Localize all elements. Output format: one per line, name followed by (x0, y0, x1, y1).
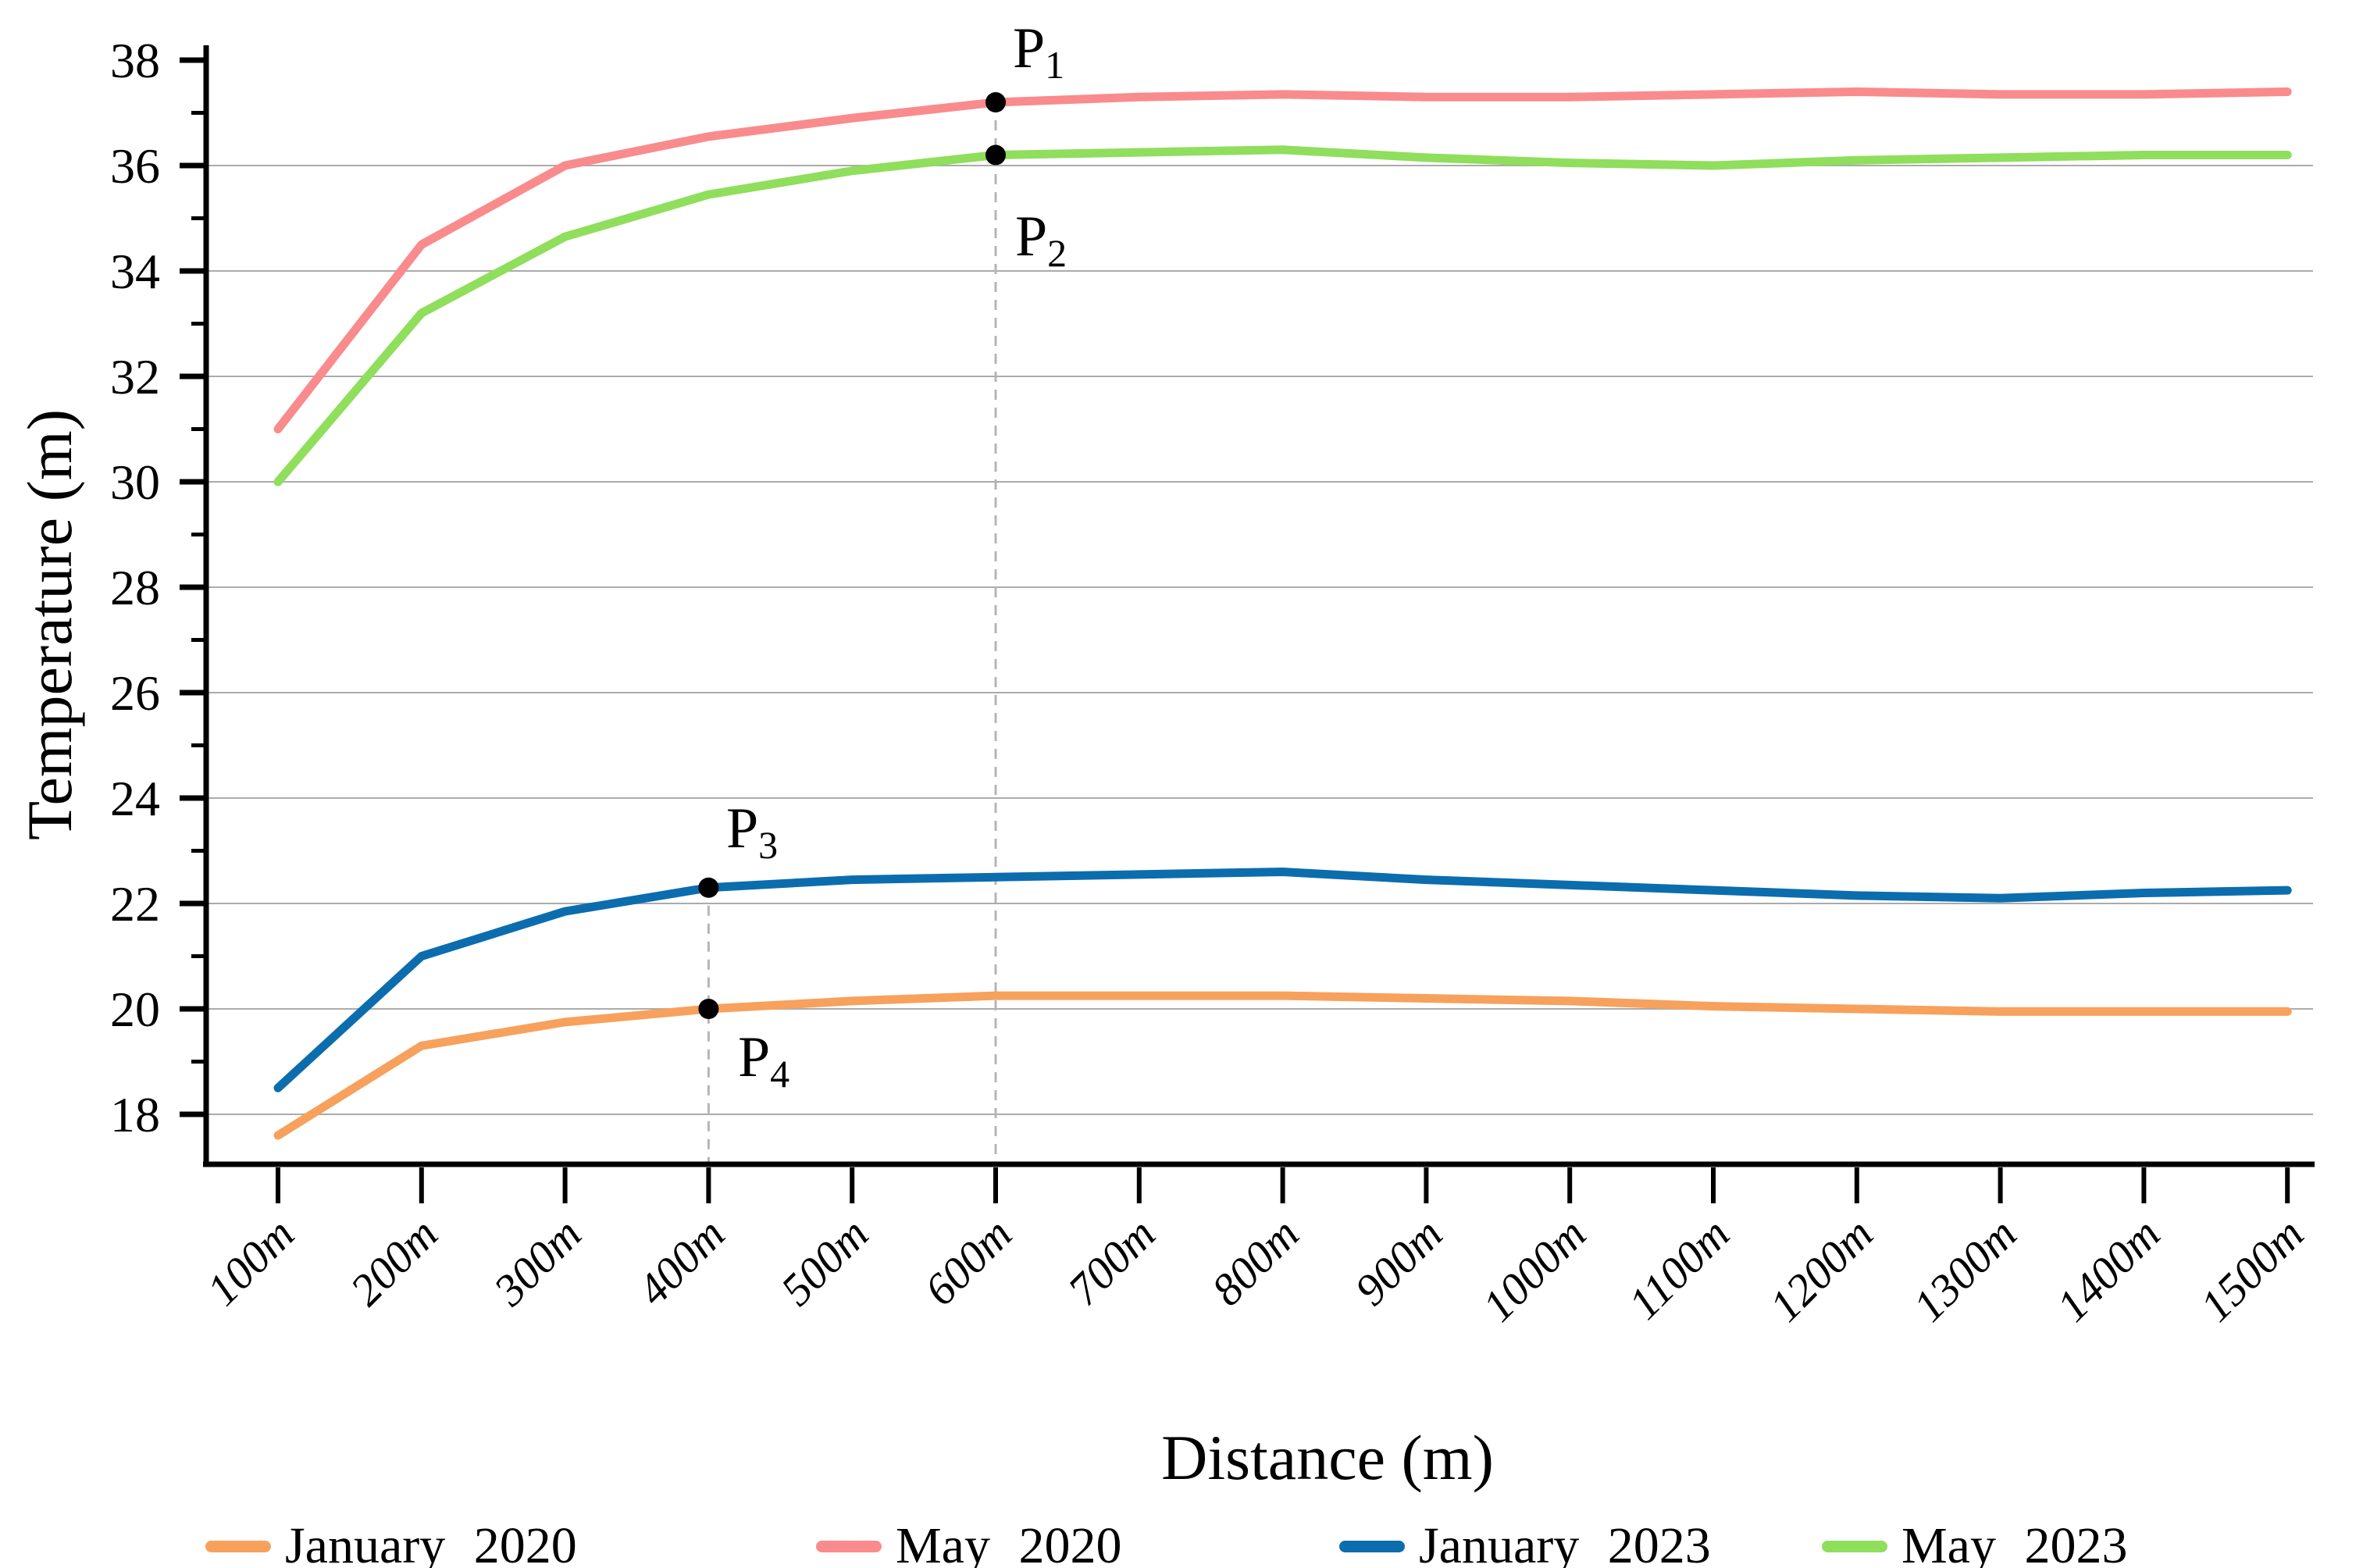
y-tick-label-26: 26 (110, 665, 160, 721)
legend-item-january-2020: January 2020 (205, 1513, 577, 1568)
x-tick-label-500m: 500m (771, 1208, 878, 1315)
y-tick-label-36: 36 (110, 138, 160, 194)
p2-marker (985, 144, 1006, 166)
x-tick-label-1300m: 1300m (1903, 1208, 2026, 1331)
legend-swatch-january-2023 (1339, 1540, 1405, 1552)
y-tick-label-28: 28 (110, 560, 160, 615)
x-tick-label-1100m: 1100m (1619, 1208, 1740, 1329)
y-tick-label-32: 32 (110, 349, 160, 404)
p4-label: P4 (738, 1025, 789, 1096)
x-tick-label-600m: 600m (914, 1208, 1021, 1315)
y-tick-label-30: 30 (110, 454, 160, 510)
p4-marker (698, 999, 719, 1019)
x-tick-label-1400m: 1400m (2047, 1208, 2170, 1331)
x-tick-label-100m: 100m (197, 1208, 304, 1315)
series-line-january-2020 (273, 991, 2292, 1140)
legend-swatch-may-2023 (1822, 1540, 1887, 1552)
legend-label-may-2020: May 2020 (896, 1517, 1122, 1568)
legend-swatch-may-2020 (816, 1540, 882, 1552)
x-axis-title: Distance (m) (1161, 1422, 1494, 1493)
x-tick-label-400m: 400m (627, 1208, 734, 1315)
x-tick-label-800m: 800m (1202, 1208, 1309, 1315)
x-tick-label-1200m: 1200m (1759, 1208, 1883, 1331)
legend-item-may-2020: May 2020 (816, 1513, 1121, 1568)
p1-label: P1 (1013, 16, 1064, 87)
y-tick-label-18: 18 (110, 1087, 160, 1142)
x-tick-label-900m: 900m (1345, 1208, 1452, 1315)
legend: January 2020 May 2020 January 2023 May 2023 (0, 1513, 2363, 1568)
series-line-may-2023 (273, 145, 2292, 486)
legend-item-january-2023: January 2023 (1339, 1513, 1711, 1568)
legend-label-january-2023: January 2023 (1419, 1517, 1711, 1568)
p1-marker (985, 92, 1006, 112)
p2-label: P2 (1015, 205, 1067, 275)
legend-item-may-2023: May 2023 (1822, 1513, 2127, 1568)
x-tick-label-300m: 300m (483, 1208, 591, 1316)
y-axis-title: Temperature (m) (14, 408, 85, 841)
x-tick-label-200m: 200m (340, 1208, 447, 1315)
p3-label: P3 (726, 796, 778, 867)
y-tick-label-22: 22 (110, 876, 160, 932)
x-tick-label-1500m: 1500m (2190, 1208, 2314, 1331)
legend-swatch-january-2020 (205, 1540, 271, 1552)
legend-label-may-2023: May 2023 (1901, 1517, 2128, 1568)
p3-marker (698, 877, 719, 898)
y-tick-label-38: 38 (110, 33, 160, 88)
x-tick-label-700m: 700m (1058, 1208, 1165, 1315)
y-tick-label-34: 34 (110, 244, 160, 299)
series-line-january-2023 (273, 868, 2292, 1092)
series-line-may-2020 (273, 87, 2292, 433)
y-tick-label-24: 24 (110, 771, 160, 826)
y-tick-label-20: 20 (110, 982, 160, 1037)
legend-label-january-2020: January 2020 (285, 1517, 577, 1568)
x-tick-label-1000m: 1000m (1473, 1208, 1596, 1331)
